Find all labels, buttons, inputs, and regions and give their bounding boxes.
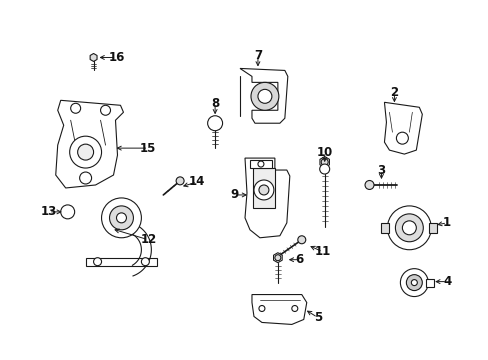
Circle shape (395, 214, 423, 242)
Text: 5: 5 (313, 311, 321, 324)
Circle shape (386, 206, 430, 250)
Polygon shape (319, 157, 329, 167)
Circle shape (80, 172, 91, 184)
Circle shape (109, 206, 133, 230)
Circle shape (71, 103, 81, 113)
Bar (428, 223, 436, 233)
Polygon shape (210, 118, 219, 128)
Text: 8: 8 (210, 97, 219, 110)
Text: 6: 6 (295, 253, 303, 266)
Circle shape (141, 258, 149, 266)
Text: 15: 15 (140, 141, 156, 155)
Circle shape (207, 116, 222, 131)
Circle shape (274, 255, 280, 261)
Text: 7: 7 (253, 49, 262, 62)
Text: 2: 2 (389, 86, 398, 99)
Polygon shape (244, 158, 289, 238)
Bar (426, 279, 433, 287)
Circle shape (101, 105, 110, 115)
Polygon shape (85, 258, 157, 266)
Circle shape (291, 306, 297, 311)
Circle shape (102, 198, 141, 238)
Circle shape (396, 132, 407, 144)
Circle shape (297, 236, 305, 244)
Circle shape (258, 89, 271, 103)
Circle shape (64, 209, 71, 215)
Bar (249, 160, 271, 168)
Circle shape (364, 180, 373, 189)
Circle shape (410, 280, 416, 285)
Circle shape (258, 161, 264, 167)
Text: 14: 14 (188, 175, 205, 189)
Text: 9: 9 (229, 188, 238, 202)
Text: 13: 13 (41, 205, 57, 219)
Text: 4: 4 (442, 275, 450, 288)
Circle shape (259, 306, 264, 311)
Polygon shape (240, 68, 287, 123)
Text: 10: 10 (316, 145, 332, 159)
Circle shape (406, 275, 422, 291)
Circle shape (69, 136, 102, 168)
Circle shape (321, 159, 327, 166)
Polygon shape (273, 253, 282, 263)
Circle shape (402, 221, 415, 235)
Bar (381, 223, 388, 233)
Text: 3: 3 (377, 163, 385, 176)
Bar (252, 168, 274, 208)
Text: 1: 1 (442, 216, 450, 229)
Polygon shape (90, 54, 97, 62)
Circle shape (253, 180, 273, 200)
Text: 12: 12 (140, 233, 156, 246)
Circle shape (250, 82, 278, 110)
Circle shape (400, 269, 427, 297)
Circle shape (319, 164, 329, 174)
Circle shape (176, 177, 183, 185)
Polygon shape (56, 100, 123, 188)
Polygon shape (251, 294, 306, 324)
Circle shape (61, 205, 75, 219)
Circle shape (116, 213, 126, 223)
Text: 16: 16 (108, 51, 124, 64)
Polygon shape (63, 207, 72, 217)
Text: 11: 11 (314, 245, 330, 258)
Circle shape (78, 144, 93, 160)
Circle shape (93, 258, 102, 266)
Polygon shape (384, 102, 422, 154)
Circle shape (259, 185, 268, 195)
